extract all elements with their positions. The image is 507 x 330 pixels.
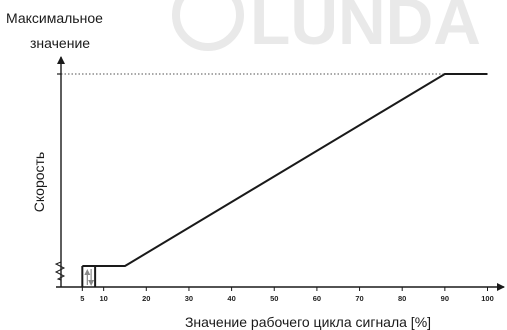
x-tick-label: 70: [355, 294, 363, 303]
x-axis-title: Значение рабочего цикла сигнала [%]: [185, 314, 431, 330]
x-ticks: 5 10 20 30 40 50 60 70 80 90 100: [80, 287, 494, 303]
watermark-ring: [172, 0, 244, 51]
watermark-logo: LUNDA: [172, 0, 481, 58]
watermark-text: LUNDA: [250, 0, 481, 58]
hysteresis-band: [81, 266, 97, 287]
x-tick-label: 80: [398, 294, 406, 303]
y-max-label-line2: значение: [30, 35, 90, 51]
y-axis-title: Скорость: [31, 152, 47, 212]
x-tick-label: 20: [142, 294, 150, 303]
x-tick-label: 60: [313, 294, 321, 303]
y-max-label-line1: Максимальное: [6, 10, 103, 26]
y-axis-break-symbol: [54, 261, 66, 281]
series-line: [82, 73, 488, 267]
x-tick-label: 30: [185, 294, 193, 303]
x-tick-label: 50: [270, 294, 278, 303]
x-tick-label: 5: [80, 294, 84, 303]
x-tick-label: 40: [227, 294, 235, 303]
x-tick-label: 100: [481, 294, 494, 303]
x-tick-label: 90: [441, 294, 449, 303]
x-tick-label: 10: [99, 294, 107, 303]
series-group: [82, 73, 488, 267]
